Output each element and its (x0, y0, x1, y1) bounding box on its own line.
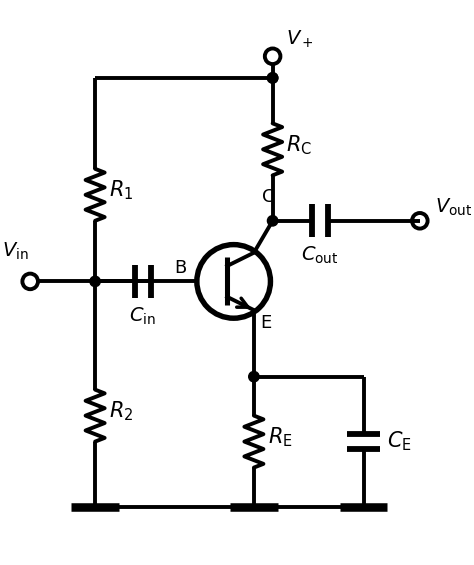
Text: $R_2$: $R_2$ (109, 399, 133, 423)
Text: $V_\mathrm{out}$: $V_\mathrm{out}$ (435, 197, 472, 219)
Circle shape (90, 276, 100, 286)
Text: $R_\mathrm{C}$: $R_\mathrm{C}$ (286, 133, 312, 157)
Circle shape (249, 371, 259, 382)
Circle shape (267, 73, 278, 83)
Circle shape (267, 216, 278, 226)
Text: $C_\mathrm{out}$: $C_\mathrm{out}$ (301, 245, 339, 266)
Text: C: C (262, 188, 274, 206)
Circle shape (267, 73, 278, 83)
Text: $R_\mathrm{E}$: $R_\mathrm{E}$ (268, 425, 292, 449)
Text: $R_1$: $R_1$ (109, 179, 133, 202)
Text: E: E (260, 315, 272, 332)
Text: $V_+$: $V_+$ (286, 28, 314, 50)
Text: $C_\mathrm{E}$: $C_\mathrm{E}$ (387, 430, 412, 453)
Text: $V_\mathrm{in}$: $V_\mathrm{in}$ (2, 241, 28, 262)
Text: B: B (174, 259, 186, 277)
Text: $C_\mathrm{in}$: $C_\mathrm{in}$ (129, 305, 156, 327)
